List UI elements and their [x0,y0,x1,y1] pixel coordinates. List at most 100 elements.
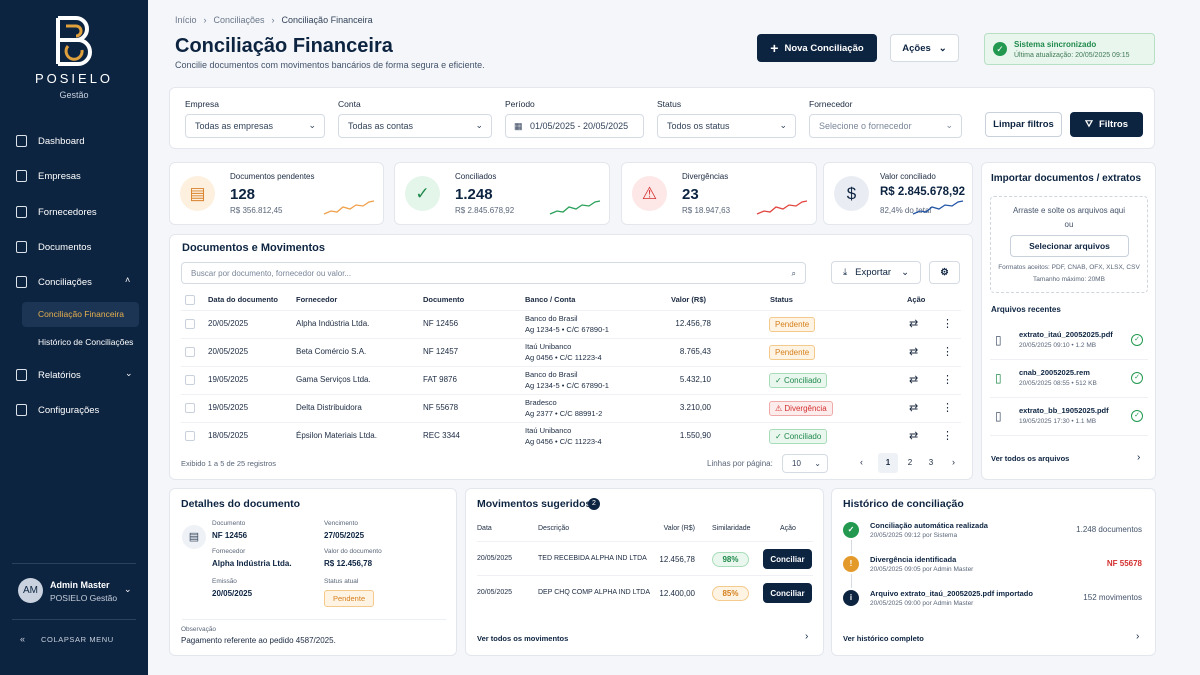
cell-bank: Bradesco [525,398,557,407]
clear-label: Limpar filtros [993,119,1054,130]
kpi-card: $ Valor conciliado R$ 2.845.678,92 82,4% do… [823,162,973,225]
filters-label: Filtros [1098,119,1128,130]
checkbox[interactable] [185,431,195,441]
crumb[interactable]: Conciliações [213,15,265,25]
filter-input[interactable]: Todas as empresas ⌄ [185,114,325,138]
nav-item[interactable]: Empresas [38,171,81,182]
actions-button[interactable]: Ações ⌄ [890,34,959,62]
sparkline [912,200,964,215]
per-page-select[interactable]: 10 ⌄ [782,454,828,473]
reconcile-button[interactable]: Conciliar [763,583,812,603]
cell-document: REC 3344 [423,431,460,440]
row-divider [181,310,961,311]
filters-button[interactable]: ⛛ Filtros [1070,112,1143,137]
column-header: Valor (R$) [670,295,706,304]
filter-label: Fornecedor [809,99,853,109]
match-action[interactable]: ⇄ [909,318,919,330]
prev-page[interactable]: ‹ [860,457,863,467]
details-title: Detalhes do documento [181,498,301,510]
more-action[interactable]: ⋮ [942,346,953,358]
user-menu[interactable]: ⌄ [124,584,132,594]
select-files[interactable]: Selecionar arquivos [1010,235,1129,257]
status-badge: Pendente [769,317,816,332]
divider [12,563,136,564]
recent-title: Arquivos recentes [991,305,1061,314]
collapse-icon[interactable]: « [20,634,26,644]
or-text: ou [1064,220,1074,229]
avatar: AM [18,578,43,603]
filter-bar: Limpar filtros ⛛ Filtros Empresa Todas as … [169,87,1155,149]
match-action[interactable]: ⇄ [909,374,919,386]
calendar-icon: ▦ [514,121,523,131]
drop-text: Arraste e solte os arquivos aqui [1012,206,1126,215]
cell-document: NF 12456 [423,319,459,328]
all-files-link[interactable]: Ver todos os arquivos [991,454,1070,463]
settings-button[interactable]: ⚙ [929,261,960,284]
checkbox[interactable] [185,375,195,385]
new-button[interactable]: + Nova Conciliação [757,34,877,62]
cell-date: 18/05/2025 [208,431,249,440]
all-movements-link[interactable]: Ver todos os movimentos [477,634,569,643]
cell-date: 19/05/2025 [208,403,249,412]
cell-account: Ag 0456 • C/C 11223-4 [525,353,602,362]
next-page[interactable]: › [952,457,955,467]
filter-label: Conta [338,99,361,109]
column-header: Valor (R$) [663,525,695,532]
cell-bank: Banco do Brasil [525,314,578,323]
kpi-label: Documentos pendentes [230,172,315,181]
crumb[interactable]: Início [175,15,197,25]
checkbox[interactable] [185,347,195,357]
page-button[interactable]: 3 [928,458,934,467]
cell-supplier: Beta Comércio S.A. [296,347,367,356]
match-action[interactable]: ⇄ [909,346,919,358]
file-name[interactable]: cnab_20052025.rem [1019,368,1090,377]
subnav-item[interactable]: Conciliação Financeira [38,309,124,319]
filter-input[interactable]: Todos os status ⌄ [657,114,796,138]
clear-filters[interactable]: Limpar filtros [985,112,1062,137]
page-button[interactable]: 1 [878,453,898,473]
timeline-line [850,574,852,588]
more-action[interactable]: ⋮ [942,402,953,414]
nav-item[interactable]: Documentos [38,242,92,253]
similarity-badge: 85% [712,586,749,601]
reconcile-button[interactable]: Conciliar [763,549,812,569]
history-meta: 20/05/2025 09:12 por Sistema [870,532,958,539]
page-button[interactable]: 2 [907,458,913,467]
caret: ⌄ [308,120,316,130]
status-badge: Pendente [769,345,816,360]
more-action[interactable]: ⋮ [942,374,953,386]
filter-input[interactable]: Selecione o fornecedor ⌄ [809,114,962,138]
checkbox[interactable] [185,403,195,413]
field-label: Vencimento [324,520,358,527]
export-button[interactable]: ⤓ Exportar ⌄ [831,261,921,284]
caret: ⌄ [945,120,953,130]
more-action[interactable]: ⋮ [942,318,953,330]
file-name[interactable]: extrato_itaú_20052025.pdf [1019,330,1113,339]
file-name[interactable]: extrato_bb_19052025.pdf [1019,406,1109,415]
nav-item[interactable]: Relatórios [38,370,81,381]
match-action[interactable]: ⇄ [909,430,919,442]
filter-input[interactable]: Todas as contas ⌄ [338,114,492,138]
subnav-item[interactable]: Histórico de Conciliações [38,337,134,347]
nav-item[interactable]: Dashboard [38,136,85,147]
doc-icon: ▤ [182,525,206,549]
history-link[interactable]: Ver histórico completo [843,634,924,643]
new-label: Nova Conciliação [784,42,864,54]
nav-item[interactable]: Conciliações [38,277,92,288]
dropzone[interactable] [990,196,1148,293]
more-action[interactable]: ⋮ [942,430,953,442]
search-input[interactable]: Buscar por documento, fornecedor ou valo… [181,262,806,284]
collapse-menu[interactable]: COLAPSAR MENU [41,635,114,644]
status-text: Pendente [775,348,810,357]
checkbox[interactable] [185,295,195,305]
match-action[interactable]: ⇄ [909,402,919,414]
checkbox[interactable] [185,319,195,329]
cell-value: 5.432,10 [679,375,711,384]
history-value: 1.248 documentos [1076,525,1142,534]
nav-item[interactable]: Fornecedores [38,207,97,218]
nav-icon [16,276,27,288]
sync-box: ✓ Sistema sincronizado Última atualizaçã… [984,33,1155,65]
filter-input[interactable]: ▦ 01/05/2025 - 20/05/2025 [505,114,644,138]
nav-item[interactable]: Configurações [38,405,100,416]
status-text: Pendente [775,320,810,329]
